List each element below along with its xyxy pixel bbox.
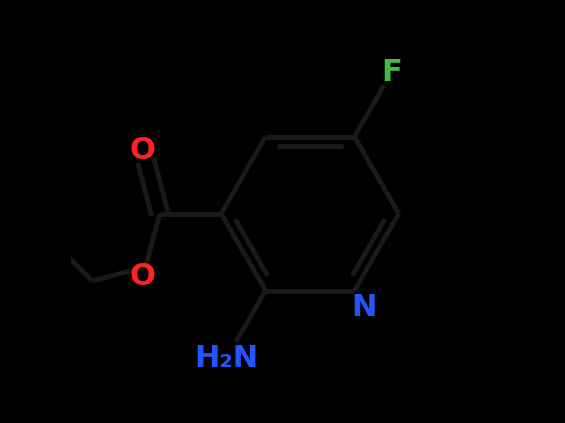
Text: H₂N: H₂N — [194, 344, 259, 373]
Text: O: O — [130, 136, 156, 165]
Text: F: F — [381, 58, 402, 87]
Text: O: O — [130, 262, 156, 291]
Text: N: N — [351, 293, 377, 321]
